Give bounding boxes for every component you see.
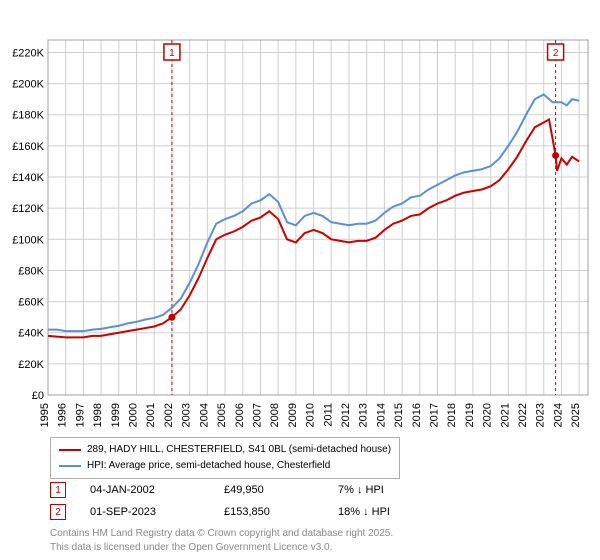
svg-text:2005: 2005 bbox=[216, 403, 228, 427]
footer-line2: This data is licensed under the Open Gov… bbox=[50, 542, 332, 553]
sale-price: £49,950 bbox=[224, 484, 314, 496]
svg-text:2016: 2016 bbox=[411, 403, 423, 427]
svg-text:1996: 1996 bbox=[57, 403, 69, 427]
svg-text:£220K: £220K bbox=[12, 47, 44, 59]
legend-label: 289, HADY HILL, CHESTERFIELD, S41 0BL (s… bbox=[87, 442, 391, 458]
sale-marker-box: 1 bbox=[50, 482, 66, 498]
svg-text:2010: 2010 bbox=[305, 403, 317, 427]
svg-text:2024: 2024 bbox=[552, 403, 564, 427]
svg-text:£180K: £180K bbox=[12, 110, 44, 122]
svg-text:2020: 2020 bbox=[482, 403, 494, 427]
svg-text:2004: 2004 bbox=[198, 403, 210, 427]
footer-copyright: Contains HM Land Registry data © Crown c… bbox=[50, 527, 393, 554]
svg-text:1: 1 bbox=[169, 48, 175, 59]
svg-text:1998: 1998 bbox=[92, 403, 104, 427]
legend-swatch bbox=[59, 465, 81, 467]
sale-row: 1 04-JAN-2002 £49,950 7% ↓ HPI bbox=[50, 479, 390, 501]
sale-delta: 7% ↓ HPI bbox=[338, 484, 384, 496]
svg-text:£20K: £20K bbox=[18, 359, 44, 371]
svg-text:2000: 2000 bbox=[128, 403, 140, 427]
footer-line1: Contains HM Land Registry data © Crown c… bbox=[50, 528, 393, 539]
legend-item: 289, HADY HILL, CHESTERFIELD, S41 0BL (s… bbox=[59, 442, 391, 458]
svg-text:2014: 2014 bbox=[375, 403, 387, 427]
svg-text:2018: 2018 bbox=[446, 403, 458, 427]
svg-text:1995: 1995 bbox=[39, 403, 51, 427]
svg-text:2025: 2025 bbox=[570, 403, 582, 427]
svg-text:£100K: £100K bbox=[12, 234, 44, 246]
svg-text:£80K: £80K bbox=[18, 265, 44, 277]
svg-text:2009: 2009 bbox=[287, 403, 299, 427]
sale-date: 04-JAN-2002 bbox=[90, 484, 200, 496]
sale-delta: 18% ↓ HPI bbox=[338, 506, 390, 518]
sale-date: 01-SEP-2023 bbox=[90, 506, 200, 518]
sales-table: 1 04-JAN-2002 £49,950 7% ↓ HPI 2 01-SEP-2023 £… bbox=[50, 479, 390, 523]
svg-text:£120K: £120K bbox=[12, 203, 44, 215]
svg-text:2015: 2015 bbox=[393, 403, 405, 427]
svg-text:2019: 2019 bbox=[464, 403, 476, 427]
svg-text:1997: 1997 bbox=[74, 403, 86, 427]
sale-row: 2 01-SEP-2023 £153,850 18% ↓ HPI bbox=[50, 501, 390, 523]
svg-text:2: 2 bbox=[553, 48, 559, 59]
svg-text:2013: 2013 bbox=[358, 403, 370, 427]
svg-text:2006: 2006 bbox=[234, 403, 246, 427]
legend-label: HPI: Average price, semi-detached house,… bbox=[87, 458, 330, 474]
svg-text:2001: 2001 bbox=[145, 403, 157, 427]
svg-text:1999: 1999 bbox=[110, 403, 122, 427]
svg-text:£160K: £160K bbox=[12, 141, 44, 153]
legend: 289, HADY HILL, CHESTERFIELD, S41 0BL (s… bbox=[50, 437, 400, 479]
svg-text:2022: 2022 bbox=[517, 403, 529, 427]
svg-text:2003: 2003 bbox=[181, 403, 193, 427]
svg-text:2007: 2007 bbox=[251, 403, 263, 427]
sale-price: £153,850 bbox=[224, 506, 314, 518]
svg-text:2012: 2012 bbox=[340, 403, 352, 427]
svg-text:£60K: £60K bbox=[18, 297, 44, 309]
svg-text:2011: 2011 bbox=[322, 403, 334, 427]
svg-text:2021: 2021 bbox=[499, 403, 511, 427]
sale-marker-box: 2 bbox=[50, 504, 66, 520]
svg-text:2002: 2002 bbox=[163, 403, 175, 427]
legend-swatch bbox=[59, 449, 81, 451]
svg-text:£0: £0 bbox=[32, 390, 44, 402]
svg-text:£40K: £40K bbox=[18, 328, 44, 340]
svg-text:2008: 2008 bbox=[269, 403, 281, 427]
svg-text:2017: 2017 bbox=[429, 403, 441, 427]
line-chart: £0 £20K £40K £60K £80K £100K £120K £140K £160K £1… bbox=[0, 0, 600, 440]
chart-container: 289, HADY HILL, CHESTERFIELD, S41 0BL Pr… bbox=[0, 0, 600, 560]
svg-text:£200K: £200K bbox=[12, 79, 44, 91]
svg-text:2023: 2023 bbox=[535, 403, 547, 427]
legend-item: HPI: Average price, semi-detached house,… bbox=[59, 458, 391, 474]
svg-text:£140K: £140K bbox=[12, 172, 44, 184]
